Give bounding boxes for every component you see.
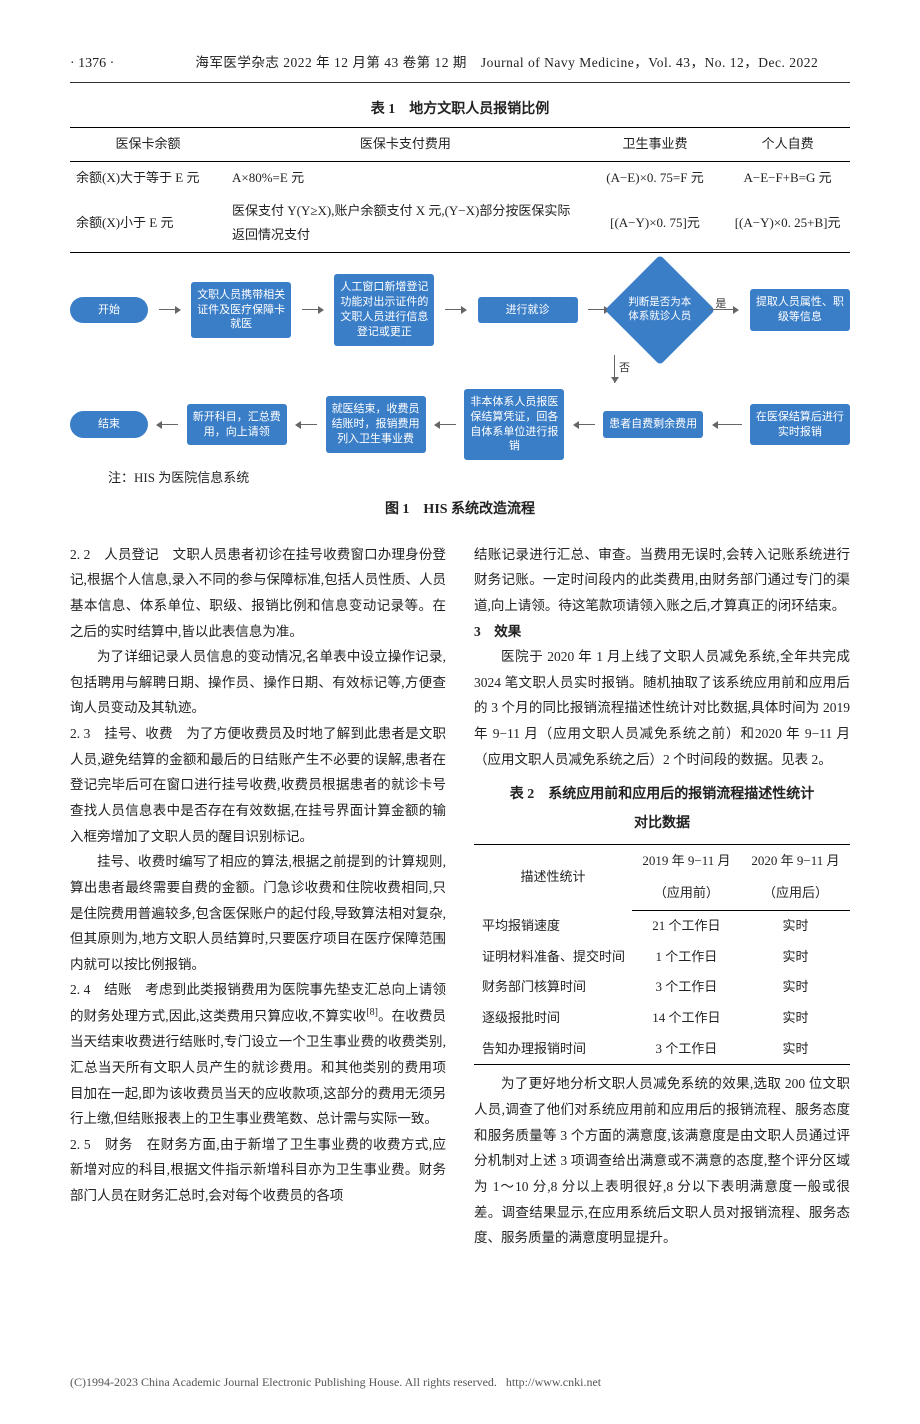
figure1-title: 图 1 HIS 系统改造流程 <box>70 497 850 524</box>
t2-h2a: 2019 年 9−11 月 <box>632 844 741 877</box>
para: 医院于 2020 年 1 月上线了文职人员减免系统,全年共完成 3024 笔文职… <box>474 644 850 772</box>
flow-node: 新开科目，汇总费用，向上请领 <box>187 404 287 446</box>
flow-connector: 否 <box>70 355 850 383</box>
citation-ref: [8] <box>366 1007 378 1018</box>
table-row: 财务部门核算时间3 个工作日实时 <box>474 972 850 1003</box>
flow-decision-node: 判断是否为本体系就诊人员 <box>621 271 699 349</box>
branch-label-yes: 是 <box>715 294 726 315</box>
flow-node: 在医保结算后进行实时报销 <box>750 404 850 446</box>
flow-row-1: 开始 文职人员携带相关证件及医疗保障卡就医 人工窗口新增登记功能对出示证件的文职… <box>70 271 850 349</box>
para: 为了详细记录人员信息的变动情况,名单表中设立操作记录,包括聘用与解聘日期、操作员… <box>70 644 446 721</box>
t2-h3b: （应用后） <box>741 877 850 910</box>
table1-title: 表 1 地方文职人员报销比例 <box>70 97 850 124</box>
t1-h3: 卫生事业费 <box>585 128 725 162</box>
para: 挂号、收费时编写了相应的算法,根据之前提到的计算规则,算出患者最终需要自费的金额… <box>70 849 446 977</box>
t1-h2: 医保卡支付费用 <box>226 128 585 162</box>
flow-node: 进行就诊 <box>478 297 578 324</box>
table2: 描述性统计 2019 年 9−11 月 2020 年 9−11 月 （应用前） … <box>474 844 850 1066</box>
t1-h1: 医保卡余额 <box>70 128 226 162</box>
table-row: 余额(X)小于 E 元 医保支付 Y(Y≥X),账户余额支付 X 元,(Y−X)… <box>70 195 850 253</box>
table-row: 平均报销速度21 个工作日实时 <box>474 910 850 941</box>
two-column-body: 2. 2 人员登记 文职人员患者初诊在挂号收费窗口办理身份登记,根据个人信息,录… <box>70 542 850 1251</box>
flow-row-2: 结束 新开科目，汇总费用，向上请领 就医结束，收费员结账时，报销费用列入卫生事业… <box>70 389 850 460</box>
flow-node: 患者自费剩余费用 <box>603 411 703 438</box>
para: 结账记录进行汇总、审查。当费用无误时,会转入记账系统进行财务记账。一定时间段内的… <box>474 542 850 619</box>
flow-node: 就医结束，收费员结账时，报销费用列入卫生事业费 <box>326 396 426 453</box>
right-column: 结账记录进行汇总、审查。当费用无误时,会转入记账系统进行财务记账。一定时间段内的… <box>474 542 850 1251</box>
section-heading: 3 效果 <box>474 619 850 645</box>
para: 2. 2 人员登记 文职人员患者初诊在挂号收费窗口办理身份登记,根据个人信息,录… <box>70 542 446 645</box>
t2-h3a: 2020 年 9−11 月 <box>741 844 850 877</box>
flow-node: 非本体系人员报医保结算凭证，回各自体系单位进行报销 <box>464 389 564 460</box>
para: 2. 5 财务 在财务方面,由于新增了卫生事业费的收费方式,应新增对应的科目,根… <box>70 1132 446 1209</box>
t1-h4: 个人自费 <box>725 128 850 162</box>
journal-info: 海军医学杂志 2022 年 12 月第 43 卷第 12 期 Journal o… <box>164 50 850 76</box>
para: 2. 3 挂号、收费 为了方便收费员及时地了解到此患者是文职人员,避免结算的金额… <box>70 721 446 849</box>
table-row: 证明材料准备、提交时间1 个工作日实时 <box>474 942 850 973</box>
flow-node: 文职人员携带相关证件及医疗保障卡就医 <box>191 282 291 339</box>
page-header: · 1376 · 海军医学杂志 2022 年 12 月第 43 卷第 12 期 … <box>70 50 850 83</box>
para: 2. 4 结账 考虑到此类报销费用为医院事先垫支汇总向上请领的财务处理方式,因此… <box>70 977 446 1131</box>
flow-note: 注：HIS 为医院信息系统 <box>108 466 850 491</box>
table-row: 逐级报批时间14 个工作日实时 <box>474 1003 850 1034</box>
flow-start-node: 开始 <box>70 297 148 324</box>
left-column: 2. 2 人员登记 文职人员患者初诊在挂号收费窗口办理身份登记,根据个人信息,录… <box>70 542 446 1251</box>
table2-title: 表 2 系统应用前和应用后的报销流程描述性统计 <box>474 782 850 809</box>
table1: 医保卡余额 医保卡支付费用 卫生事业费 个人自费 余额(X)大于等于 E 元 A… <box>70 127 850 253</box>
t2-h1: 描述性统计 <box>474 844 632 910</box>
footer-url: http://www.cnki.net <box>506 1375 601 1389</box>
copyright-text: (C)1994-2023 China Academic Journal Elec… <box>70 1375 497 1389</box>
flow-node: 人工窗口新增登记功能对出示证件的文职人员进行信息登记或更正 <box>334 274 434 345</box>
table2-subtitle: 对比数据 <box>474 811 850 838</box>
table-row: 余额(X)大于等于 E 元 A×80%=E 元 (A−E)×0. 75=F 元 … <box>70 161 850 194</box>
flow-node: 提取人员属性、职级等信息 <box>750 289 850 331</box>
branch-label-no: 否 <box>619 358 630 379</box>
t2-h2b: （应用前） <box>632 877 741 910</box>
page-number: · 1376 · <box>70 51 164 78</box>
flowchart: 开始 文职人员携带相关证件及医疗保障卡就医 人工窗口新增登记功能对出示证件的文职… <box>70 271 850 460</box>
flow-end-node: 结束 <box>70 411 148 438</box>
table-row: 告知办理报销时间3 个工作日实时 <box>474 1034 850 1065</box>
page-footer: (C)1994-2023 China Academic Journal Elec… <box>70 1371 850 1394</box>
para: 为了更好地分析文职人员减免系统的效果,选取 200 位文职人员,调查了他们对系统… <box>474 1071 850 1250</box>
